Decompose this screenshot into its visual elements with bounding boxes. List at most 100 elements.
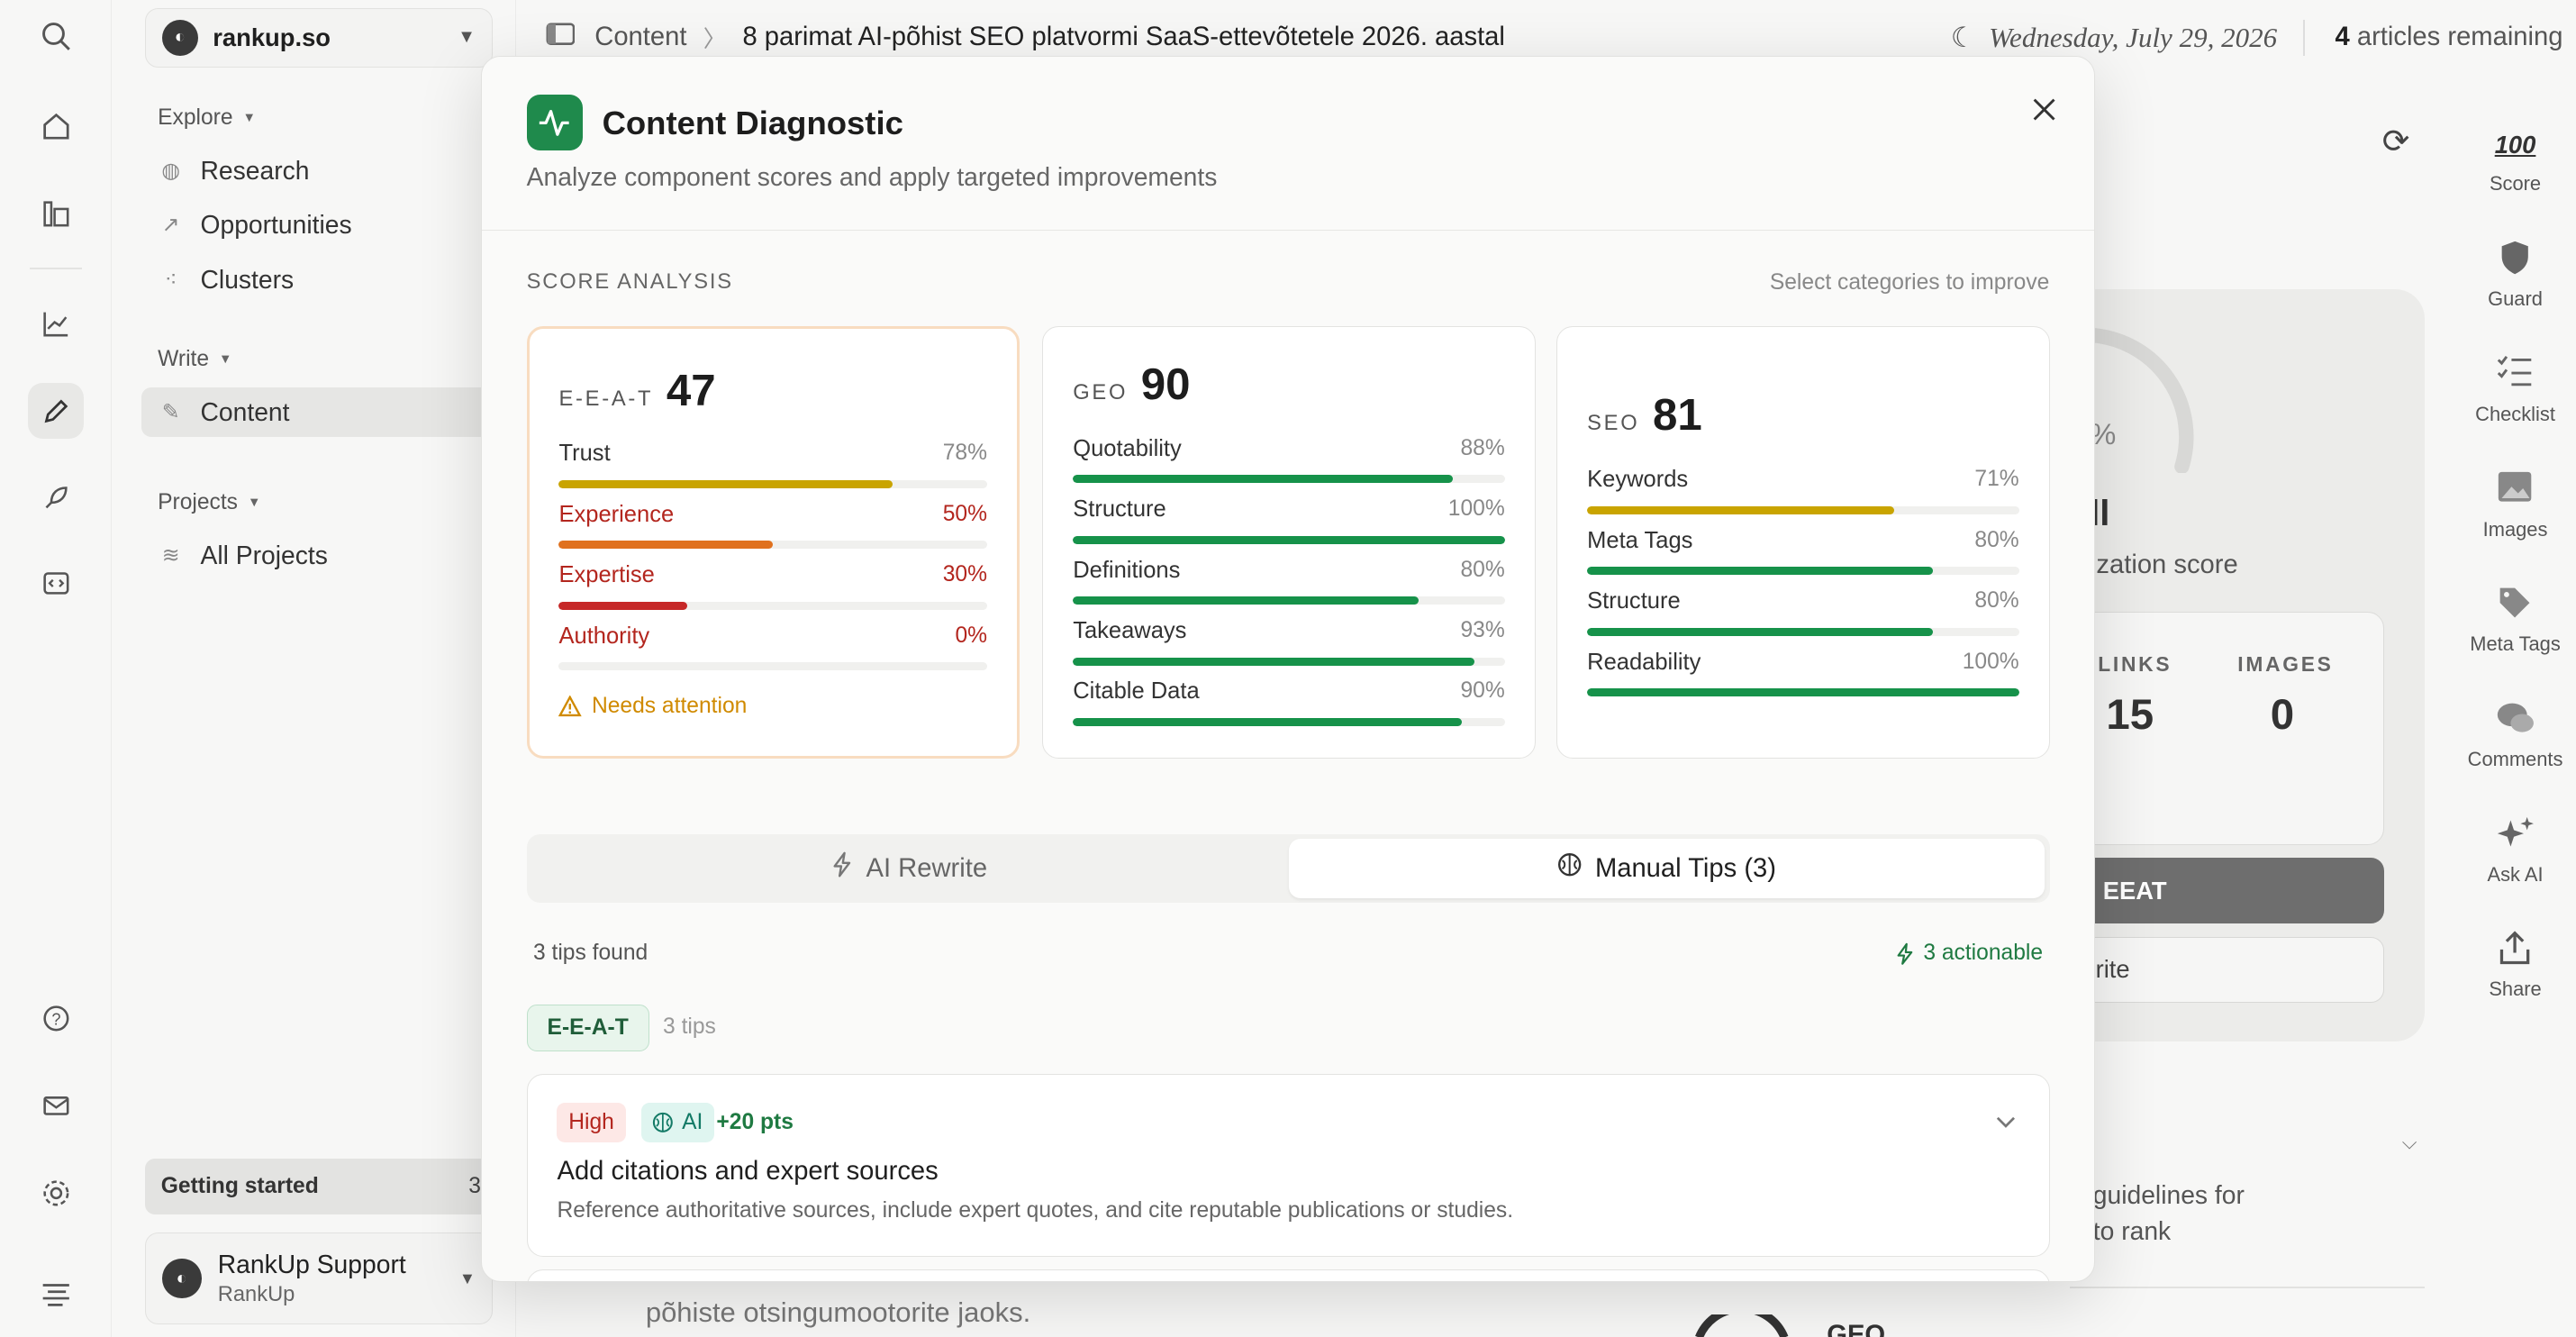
ai-badge-label: AI <box>682 1109 703 1134</box>
seo-score-card[interactable]: SEO 81 Keywords 71% Meta Tags 80% Structure… <box>1556 326 2050 759</box>
shield-icon <box>2499 240 2531 279</box>
sidebar-toggle-icon[interactable] <box>546 23 576 53</box>
close-icon[interactable] <box>2025 89 2064 129</box>
category-pill-eeat[interactable]: E-E-A-T <box>526 1005 649 1051</box>
metric-label: Citable Data <box>1073 678 1200 705</box>
icon-rail: ? <box>0 0 113 1337</box>
card-category: GEO <box>1073 380 1129 405</box>
rail-label: Comments <box>2467 747 2563 770</box>
refresh-icon[interactable]: ⟳ <box>2381 122 2410 159</box>
search-icon[interactable] <box>28 8 84 64</box>
user-info: RankUp Support RankUp <box>218 1250 406 1307</box>
rail-share[interactable]: Share <box>2454 930 2576 1001</box>
progress-fill <box>1073 535 1505 544</box>
remaining-label: articles remaining <box>2356 23 2563 52</box>
geo-score-card[interactable]: GEO 90 Quotability 88% Structure 100% Defin… <box>1042 326 1536 759</box>
sidebar-item-research[interactable]: ◍ Research <box>141 146 516 196</box>
metric-label: Authority <box>558 623 650 649</box>
rail-label: Images <box>2482 517 2548 541</box>
settings-icon[interactable] <box>28 1165 84 1221</box>
moon-icon: ☾ <box>1950 21 1976 53</box>
sidebar-item-content[interactable]: ✎ Content <box>141 387 516 438</box>
guidelines-text-line2: to rank <box>2092 1215 2172 1245</box>
sidebar-item-label: All Projects <box>200 541 328 569</box>
getting-started[interactable]: Getting started3/5 <box>144 1158 516 1214</box>
section-hint: Select categories to improve <box>1769 270 2050 296</box>
workspace-switcher[interactable]: ◐ rankup.so ▼ <box>144 8 494 68</box>
metric-row: Definitions 80% <box>1073 558 1505 605</box>
sidebar: ◐ rankup.so ▼ Explore ▼ ◍ Research ↗ Opport… <box>112 0 516 1337</box>
modal-subtitle: Analyze component scores and apply targe… <box>526 161 1218 191</box>
help-icon[interactable]: ? <box>28 991 84 1047</box>
metric-row: Structure 80% <box>1587 588 2019 636</box>
metric-percent: 100% <box>1447 496 1505 521</box>
rail-meta-tags[interactable]: Meta Tags <box>2454 585 2576 656</box>
cluster-icon: ⁖ <box>164 268 177 292</box>
user-menu[interactable]: ◐ RankUp Support RankUp ▼ <box>144 1232 494 1325</box>
home-icon[interactable] <box>28 98 84 154</box>
tip-card[interactable]: High AI +20 pts Add citations and expert… <box>526 1074 2050 1257</box>
progress-fill <box>558 479 893 488</box>
eeat-score-card[interactable]: E-E-A-T 47 Trust 78% Experience 50% Experti… <box>526 326 1020 759</box>
progress-fill <box>558 601 688 610</box>
mode-tabs: AI Rewrite Manual Tips (3) <box>526 833 2050 904</box>
rocket-icon[interactable] <box>28 470 84 526</box>
eeat-button[interactable]: EEAT <box>2062 858 2384 924</box>
remaining-count: 4 <box>2335 23 2350 52</box>
pulse-icon <box>526 94 583 150</box>
chevron-down-icon[interactable] <box>1996 1111 2016 1134</box>
sidebar-item-opportunities[interactable]: ↗ Opportunities <box>141 201 516 250</box>
metric-percent: 90% <box>1460 678 1505 704</box>
rewrite-button[interactable]: rite <box>2062 936 2384 1003</box>
metric-percent: 50% <box>942 501 988 526</box>
brain-icon <box>1557 852 1582 884</box>
metric-percent: 80% <box>1974 588 2019 614</box>
rail-checklist[interactable]: Checklist <box>2454 355 2576 426</box>
tab-manual-tips[interactable]: Manual Tips (3) <box>1288 839 2045 898</box>
tip-card[interactable] <box>526 1269 2050 1281</box>
metric-percent: 80% <box>1460 557 1505 582</box>
library-icon[interactable] <box>28 186 84 241</box>
rail-label: Meta Tags <box>2470 632 2561 656</box>
rail-ask-ai[interactable]: Ask AI <box>2454 815 2576 887</box>
write-section-header[interactable]: Write ▼ <box>158 347 231 372</box>
metric-label: Quotability <box>1073 435 1182 461</box>
sidebar-item-clusters[interactable]: ⁖ Clusters <box>141 255 516 305</box>
sidebar-item-all-projects[interactable]: ≋ All Projects <box>141 531 516 580</box>
sidebar-item-label: Research <box>200 156 310 186</box>
guidelines-text-line1: guidelines for <box>2092 1179 2245 1209</box>
checklist-icon <box>2497 355 2533 395</box>
rail-guard[interactable]: Guard <box>2454 240 2576 311</box>
grade-fragment: ll <box>2090 493 2110 534</box>
menu-lines-icon[interactable] <box>28 1267 84 1323</box>
mail-icon[interactable] <box>28 1078 84 1134</box>
rail-comments[interactable]: Comments <box>2454 700 2576 771</box>
progress-fill <box>1073 657 1475 666</box>
metric-label: Readability <box>1587 649 1701 675</box>
analytics-icon[interactable] <box>28 296 84 351</box>
explore-section-header[interactable]: Explore ▼ <box>158 105 256 131</box>
progress-fill <box>1587 505 1894 514</box>
metric-percent: 80% <box>1974 527 2019 552</box>
progress-track <box>1073 475 1505 484</box>
tab-label: Manual Tips (3) <box>1594 853 1776 883</box>
images-value: 0 <box>2270 691 2295 740</box>
pen-icon[interactable] <box>28 382 85 439</box>
links-value: 15 <box>2106 691 2154 740</box>
embed-icon[interactable] <box>28 556 84 612</box>
optimization-score-label: zation score <box>2096 550 2238 580</box>
metric-label: Definitions <box>1073 557 1181 583</box>
rail-score[interactable]: 100 Score <box>2454 125 2576 196</box>
caret-down-icon: ▼ <box>219 351 232 367</box>
chevron-down-icon[interactable]: ⌵ <box>2401 1130 2417 1153</box>
breadcrumb-content[interactable]: Content <box>594 23 687 52</box>
tag-icon <box>2497 585 2533 624</box>
rail-images[interactable]: Images <box>2454 470 2576 541</box>
chevron-down-icon: ▼ <box>458 27 476 48</box>
metric-row: Takeaways 93% <box>1073 618 1505 666</box>
tab-ai-rewrite[interactable]: AI Rewrite <box>531 839 1287 898</box>
needs-attention: Needs attention <box>558 694 747 719</box>
explore-label: Explore <box>158 105 233 130</box>
projects-section-header[interactable]: Projects ▼ <box>158 490 260 515</box>
divider <box>2303 19 2306 56</box>
